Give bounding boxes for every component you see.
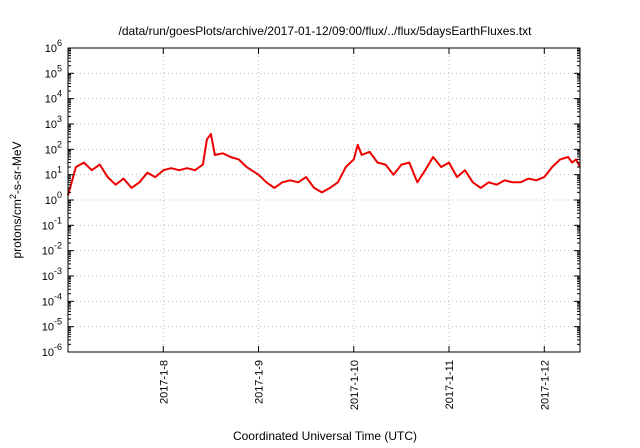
y-tick-label: 10-2 bbox=[42, 241, 62, 258]
y-axis: 10-6 10-5 10-4 10-3 10-2 10-1 100 101 102 103 104 1… bbox=[42, 38, 580, 359]
y-tick-label: 10-6 bbox=[42, 342, 62, 359]
y-tick-label: 104 bbox=[45, 89, 62, 106]
series-line-0 bbox=[67, 133, 581, 196]
series-layer bbox=[67, 133, 581, 196]
y-tick-label: 10-4 bbox=[42, 291, 62, 308]
y-tick-label: 10-5 bbox=[42, 317, 62, 334]
x-tick-label: 2017-1-11 bbox=[444, 360, 456, 409]
y-tick-label: 101 bbox=[45, 165, 62, 182]
y-tick-label: 106 bbox=[45, 38, 62, 55]
chart-title: /data/run/goesPlots/archive/2017-01-12/0… bbox=[119, 24, 533, 38]
y-tick-label: 102 bbox=[45, 139, 62, 156]
y-tick-label: 103 bbox=[45, 114, 62, 131]
x-axis-label: Coordinated Universal Time (UTC) bbox=[233, 429, 417, 443]
x-tick-label: 2017-1-10 bbox=[349, 360, 361, 410]
x-axis: 2017-1-8 2017-1-9 2017-1-10 2017-1-11 2017-1… bbox=[158, 48, 551, 410]
y-tick-label: 10-1 bbox=[42, 215, 62, 232]
x-tick-label: 2017-1-8 bbox=[158, 360, 170, 404]
y-tick-label: 100 bbox=[45, 190, 62, 207]
y-tick-label: 105 bbox=[45, 63, 62, 80]
x-tick-label: 2017-1-9 bbox=[254, 360, 266, 404]
y-tick-label: 10-3 bbox=[42, 266, 62, 283]
chart-grid bbox=[68, 48, 580, 352]
x-tick-label: 2017-1-12 bbox=[539, 360, 551, 410]
y-axis-label: protons/cm2-s-sr-MeV bbox=[8, 141, 24, 258]
